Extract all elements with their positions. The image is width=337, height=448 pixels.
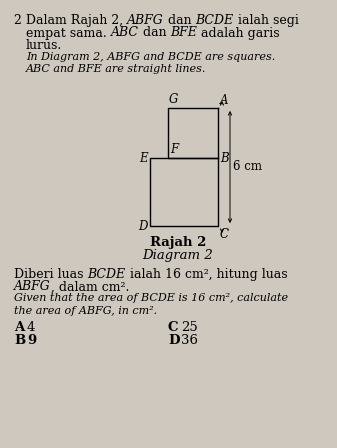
Text: ABFG: ABFG xyxy=(14,280,51,293)
Text: dan: dan xyxy=(139,26,171,39)
Text: 25: 25 xyxy=(181,321,198,334)
Text: ialah 16 cm², hitung luas: ialah 16 cm², hitung luas xyxy=(126,268,287,281)
Text: B: B xyxy=(220,151,228,164)
Text: ABFG: ABFG xyxy=(127,14,164,27)
Text: 4: 4 xyxy=(27,321,35,334)
Text: BCDE: BCDE xyxy=(88,268,126,281)
Text: B: B xyxy=(14,335,25,348)
Text: C: C xyxy=(168,321,179,334)
Text: C: C xyxy=(220,228,229,241)
Text: F: F xyxy=(170,143,178,156)
Text: ialah segi: ialah segi xyxy=(234,14,299,27)
Text: 9: 9 xyxy=(27,335,36,348)
Text: adalah garis: adalah garis xyxy=(197,26,280,39)
Text: empat sama.: empat sama. xyxy=(26,26,111,39)
Text: G: G xyxy=(169,93,178,106)
Text: A: A xyxy=(220,94,228,107)
Text: 2 Dalam Rajah 2,: 2 Dalam Rajah 2, xyxy=(14,14,127,27)
Text: D: D xyxy=(139,220,148,233)
Text: 36: 36 xyxy=(181,335,198,348)
Text: dan: dan xyxy=(164,14,195,27)
Text: 6 cm: 6 cm xyxy=(233,160,262,173)
Text: A: A xyxy=(14,321,24,334)
Text: Diberi luas: Diberi luas xyxy=(14,268,88,281)
Text: Diagram 2: Diagram 2 xyxy=(143,249,213,262)
Text: lurus.: lurus. xyxy=(26,39,62,52)
Text: the area of ABFG, in cm².: the area of ABFG, in cm². xyxy=(14,306,157,315)
Text: ABC and BFE are straight lines.: ABC and BFE are straight lines. xyxy=(26,64,206,74)
Text: , dalam cm².: , dalam cm². xyxy=(51,280,129,293)
Text: Rajah 2: Rajah 2 xyxy=(150,236,206,249)
Text: Given that the area of BCDE is 16 cm², calculate: Given that the area of BCDE is 16 cm², c… xyxy=(14,293,288,303)
Text: BCDE: BCDE xyxy=(195,14,234,27)
Text: BFE: BFE xyxy=(171,26,197,39)
Text: E: E xyxy=(140,151,148,164)
Text: In Diagram 2, ABFG and BCDE are squares.: In Diagram 2, ABFG and BCDE are squares. xyxy=(26,52,275,61)
Text: D: D xyxy=(168,335,180,348)
Text: ABC: ABC xyxy=(111,26,139,39)
